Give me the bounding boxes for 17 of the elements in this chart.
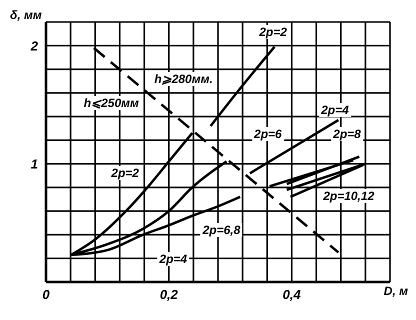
x-tick-label: 0 [42, 287, 50, 302]
annotation: 2p=4 [319, 103, 351, 118]
x-tick-label: 0,4 [282, 287, 302, 302]
y-tick-label: 1 [30, 156, 38, 172]
y-axis-title: δ, мм [10, 8, 42, 22]
y-tick-label: 2 [30, 38, 39, 54]
annotation: 2p=6 [252, 126, 284, 141]
annotation: h⩽250мм [82, 96, 141, 110]
annotation: 2p=6,8 [200, 223, 242, 237]
annotation: 2p=2 [109, 166, 141, 180]
x-tick-label: 0,2 [160, 287, 179, 302]
annotation: 2p=4 [157, 252, 190, 266]
annotation: 2p=2 [257, 25, 289, 40]
annotation: h⩾280мм. [152, 72, 215, 86]
annotation: 2p=10,12 [321, 189, 376, 204]
annotation: 2p=8 [331, 126, 363, 141]
x-axis-title: D, м [384, 284, 408, 298]
